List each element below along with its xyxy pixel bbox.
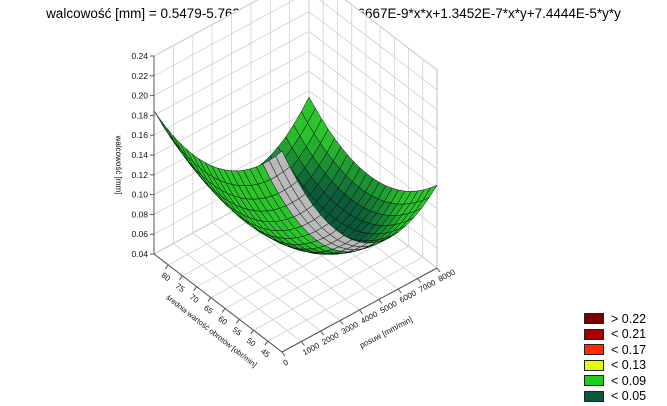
legend-label: < 0.13 — [611, 358, 647, 373]
x-tick — [359, 309, 363, 315]
x-tick-label: 5000 — [379, 299, 399, 316]
x-tick-label: 0 — [282, 357, 291, 367]
x-tick-label: 6000 — [398, 288, 418, 305]
y-tick — [264, 340, 269, 346]
z-tick-label: 0.10 — [131, 190, 148, 200]
x-tick — [320, 330, 325, 336]
x-tick-label: 7000 — [417, 278, 437, 295]
x-tick — [378, 299, 383, 304]
y-tick — [207, 297, 212, 302]
x-tick — [300, 341, 305, 346]
y-tick — [235, 319, 240, 324]
y-tick-label: 50 — [245, 336, 258, 349]
y-tick — [221, 308, 226, 313]
legend-swatch — [584, 328, 604, 340]
y-tick-label: 45 — [259, 347, 272, 360]
legend-item: > 0.22 — [584, 311, 664, 327]
y-tick — [164, 264, 169, 270]
y-tick-label: 55 — [231, 325, 244, 338]
z-axis-label: walcowość [mm] — [114, 135, 123, 195]
legend-item: < 0.05 — [584, 389, 664, 405]
legend-swatch — [584, 344, 604, 356]
grid-y — [267, 59, 424, 342]
y-tick — [179, 275, 183, 281]
y-tick-label: 60 — [216, 314, 229, 327]
z-tick-label: 0.04 — [131, 249, 148, 259]
y-tick-label: 70 — [188, 292, 201, 305]
y-tick-label: 65 — [202, 303, 215, 316]
legend-label: > 0.22 — [611, 311, 647, 326]
legend-label: < 0.05 — [611, 389, 647, 404]
surface-cell — [275, 150, 291, 172]
z-tick-label: 0.16 — [131, 130, 148, 140]
z-tick-label: 0.14 — [131, 150, 148, 160]
x-tick — [339, 320, 344, 325]
x-tick-label: 3000 — [340, 320, 360, 337]
y-tick-label: 80 — [159, 271, 172, 284]
legend-label: < 0.17 — [611, 342, 647, 357]
y-tick-label: 75 — [174, 282, 187, 295]
z-tick-label: 0.06 — [131, 229, 148, 239]
x-tick-label: 2000 — [320, 330, 340, 347]
surface — [153, 96, 438, 255]
z-tick-label: 0.18 — [131, 110, 148, 120]
grid-y — [253, 48, 410, 331]
legend-item: < 0.17 — [584, 342, 664, 358]
legend-label: < 0.09 — [611, 373, 647, 388]
legend-item: < 0.13 — [584, 358, 664, 374]
legend-swatch — [584, 359, 604, 371]
legend-swatch — [584, 375, 604, 387]
legend-swatch — [584, 313, 604, 325]
legend-item: < 0.09 — [584, 373, 664, 389]
x-tick — [436, 267, 441, 273]
x-tick — [281, 351, 286, 357]
legend: > 0.22 < 0.21 < 0.17 < 0.13 < 0.09 < 0.05 — [584, 311, 664, 404]
y-axis-line — [153, 253, 283, 353]
z-tick-label: 0.20 — [131, 91, 148, 101]
z-axis: 0.04 0.06 0.08 0.10 0.12 0.14 0.16 0.18 0.20 0.22… — [114, 51, 155, 259]
x-tick-label: 1000 — [301, 341, 321, 358]
legend-label: < 0.21 — [611, 327, 647, 342]
z-tick-label: 0.24 — [131, 51, 148, 61]
y-tick — [250, 329, 254, 335]
x-tick-label: 4000 — [359, 309, 379, 326]
y-tick — [193, 286, 198, 291]
x-tick — [397, 288, 402, 294]
z-tick-label: 0.12 — [131, 170, 148, 180]
legend-item: < 0.21 — [584, 327, 664, 343]
grid-y — [239, 37, 395, 320]
z-tick-label: 0.22 — [131, 71, 148, 81]
legend-swatch — [584, 390, 604, 402]
x-tick-label: 8000 — [437, 267, 457, 284]
x-tick — [417, 278, 422, 283]
z-tick-label: 0.08 — [131, 209, 148, 219]
